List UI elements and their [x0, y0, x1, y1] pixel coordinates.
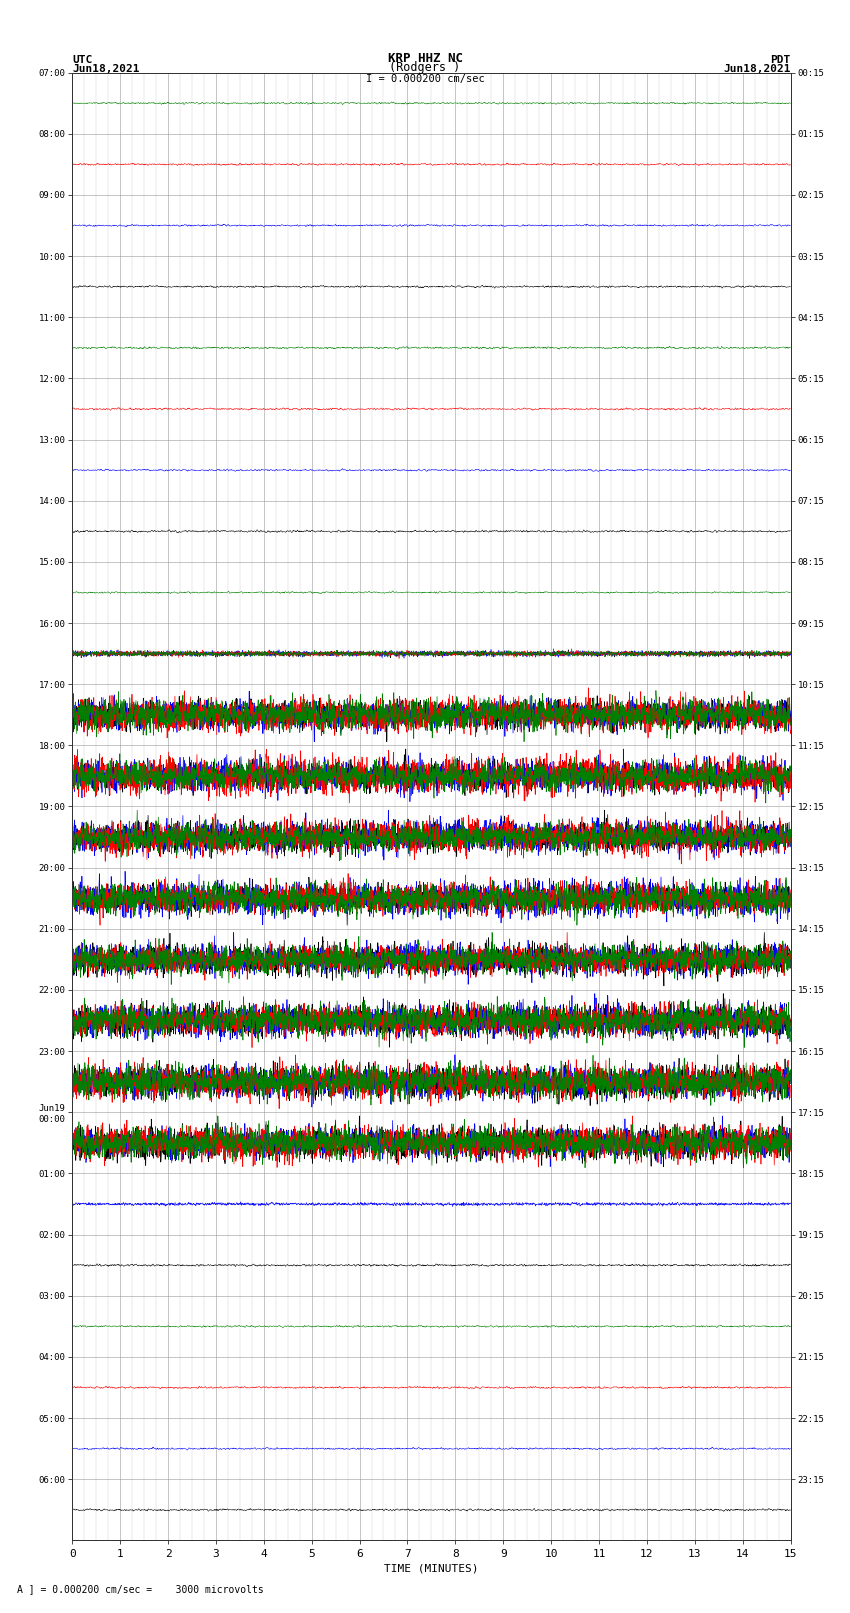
Text: KRP HHZ NC: KRP HHZ NC: [388, 52, 462, 65]
Text: UTC: UTC: [72, 55, 93, 65]
Text: (Rodgers ): (Rodgers ): [389, 61, 461, 74]
Text: Jun18,2021: Jun18,2021: [72, 65, 139, 74]
Text: A ] = 0.000200 cm/sec =    3000 microvolts: A ] = 0.000200 cm/sec = 3000 microvolts: [17, 1584, 264, 1594]
X-axis label: TIME (MINUTES): TIME (MINUTES): [384, 1563, 479, 1574]
Text: Jun18,2021: Jun18,2021: [723, 65, 791, 74]
Text: PDT: PDT: [770, 55, 790, 65]
Text: I = 0.000200 cm/sec: I = 0.000200 cm/sec: [366, 74, 484, 84]
